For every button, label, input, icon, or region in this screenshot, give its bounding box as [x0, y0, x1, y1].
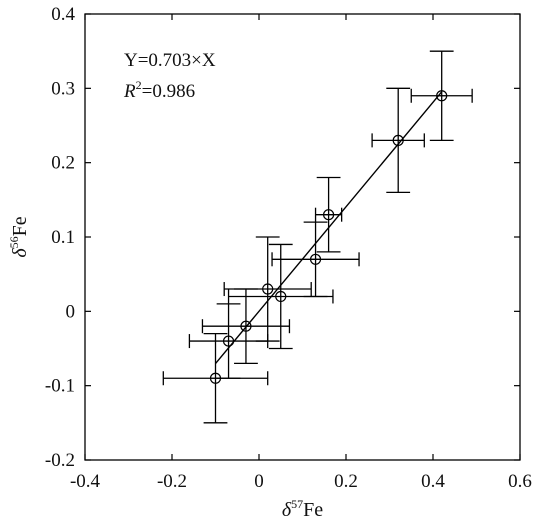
- r-squared-label: R2=0.986: [123, 78, 195, 102]
- points-layer: [209, 90, 448, 384]
- x-tick-label: 0: [254, 471, 264, 492]
- x-tick-label: 0.4: [421, 471, 445, 492]
- y-tick-label: 0.3: [51, 78, 75, 99]
- y-tick-label: -0.1: [45, 376, 75, 397]
- y-axis-title: δ56Fe: [7, 216, 31, 257]
- x-tick-labels: -0.4 -0.2 0 0.2 0.4 0.6: [70, 471, 532, 492]
- x-tick-label: -0.2: [157, 471, 187, 492]
- y-tick-labels: -0.2 -0.1 0 0.1 0.2 0.3 0.4: [45, 4, 76, 471]
- axis-ticks: [84, 13, 521, 461]
- y-tick-label: 0.2: [51, 153, 75, 174]
- y-tick-label: 0: [66, 301, 76, 322]
- x-tick-label: -0.4: [70, 471, 101, 492]
- error-bars-layer: [162, 50, 473, 424]
- regression-equation: Y=0.703×X: [124, 50, 216, 71]
- y-tick-label: 0.1: [51, 227, 75, 248]
- y-tick-label: -0.2: [45, 450, 75, 471]
- x-tick-label: 0.6: [508, 471, 532, 492]
- y-tick-label: 0.4: [51, 4, 75, 25]
- x-tick-label: 0.2: [334, 471, 358, 492]
- x-axis-title: δ57Fe: [282, 497, 323, 521]
